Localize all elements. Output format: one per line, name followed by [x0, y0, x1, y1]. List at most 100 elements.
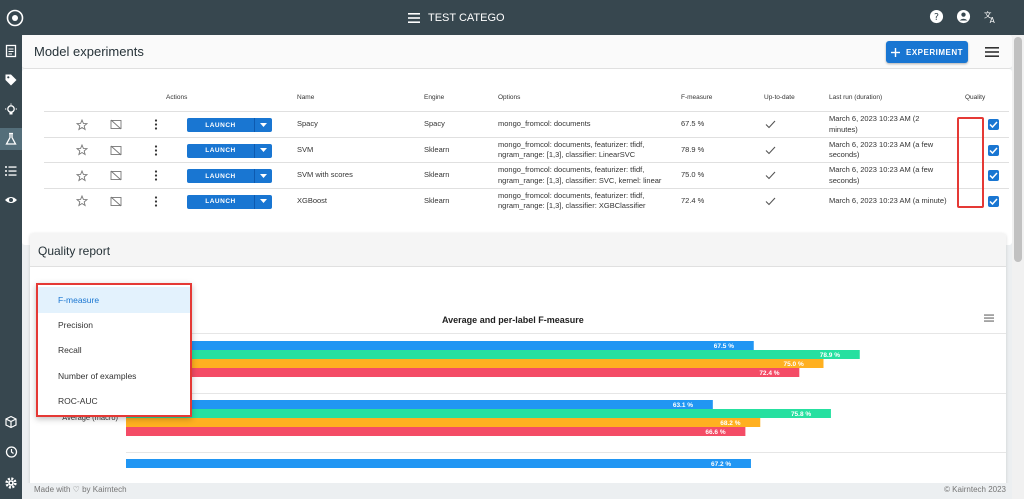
metric-option-recall[interactable]: Recall	[58, 345, 82, 355]
sidebar-review[interactable]	[0, 189, 22, 211]
help-icon[interactable]: ?	[929, 9, 944, 24]
col-options[interactable]: Options	[498, 94, 521, 101]
favorite-star-icon[interactable]	[76, 112, 88, 137]
add-experiment-button[interactable]: EXPERIMENT	[886, 41, 968, 63]
chart-bar[interactable]	[126, 350, 860, 359]
metric-option-number-of-examples[interactable]: Number of examples	[58, 371, 137, 381]
quality-checkbox[interactable]	[988, 119, 999, 130]
sidebar-experiments[interactable]	[0, 128, 22, 150]
fmeasure-bar-chart: 67.5 % 78.9 % 75.0 % 72.4 % Average (macro) 6…	[62, 333, 1006, 468]
up-to-date-check-icon	[765, 189, 776, 214]
list-icon	[5, 166, 17, 176]
row-name[interactable]: SVM	[297, 144, 314, 154]
add-experiment-label: EXPERIMENT	[905, 47, 963, 57]
chart-bar[interactable]	[126, 418, 761, 427]
row-more-options-icon[interactable]	[154, 163, 158, 188]
table-row: LAUNCH SVM Sklearn mongo_fromcol: docume…	[44, 136, 1009, 163]
main-content: Model experiments EXPERIMENT Actions Nam…	[22, 35, 1012, 483]
row-more-options-icon[interactable]	[154, 138, 158, 163]
app-logo-icon[interactable]	[6, 9, 24, 27]
launch-dropdown-icon[interactable]	[255, 148, 272, 153]
account-icon[interactable]	[956, 9, 971, 24]
table-row: LAUNCH SVM with scores Sklearn mongo_fro…	[44, 162, 1009, 187]
col-up-to-date[interactable]: Up-to-date	[764, 94, 795, 101]
row-more-options-icon[interactable]	[154, 189, 158, 214]
row-more-options-icon[interactable]	[154, 112, 158, 137]
sidebar-settings[interactable]	[0, 472, 22, 494]
row-engine: Sklearn	[424, 170, 450, 180]
sidebar-suggestions[interactable]	[0, 99, 22, 121]
hamburger-menu-icon[interactable]	[408, 12, 420, 23]
row-fmeasure: 75.0 %	[681, 170, 705, 180]
launch-button[interactable]: LAUNCH	[187, 194, 272, 209]
table-header: Actions Name Engine Options F-measure Up…	[22, 94, 1012, 110]
row-options: mongo_fromcol: documents, featurizer: tf…	[498, 190, 646, 210]
chart-bar[interactable]	[126, 409, 831, 418]
footer-copyright: © Kairntech 2023	[944, 485, 1006, 494]
lightbulb-icon	[5, 103, 17, 115]
favorite-star-icon[interactable]	[76, 163, 88, 188]
svg-text:A: A	[990, 16, 996, 24]
up-to-date-check-icon	[765, 138, 776, 163]
launch-dropdown-icon[interactable]	[255, 122, 272, 128]
launch-button[interactable]: LAUNCH	[187, 143, 272, 158]
favorite-star-icon[interactable]	[76, 189, 88, 214]
row-last-run: March 6, 2023 10:23 AM (2 minutes)	[829, 114, 920, 134]
row-name[interactable]: XGBoost	[297, 195, 328, 205]
gear-icon	[5, 477, 17, 489]
chart-data-label: 78.9 %	[820, 352, 840, 359]
launch-label: LAUNCH	[205, 147, 236, 154]
quality-checkbox[interactable]	[988, 195, 999, 207]
launch-dropdown-icon[interactable]	[255, 173, 272, 179]
quality-report-header: Quality report	[30, 233, 1006, 267]
row-name[interactable]: SVM with scores	[297, 170, 353, 180]
metric-option-precision[interactable]: Precision	[58, 320, 93, 330]
row-name[interactable]: Spacy	[297, 119, 318, 129]
footer: Made with ♡ by Kairntech © Kairntech 202…	[22, 483, 1012, 499]
col-engine[interactable]: Engine	[424, 94, 445, 101]
no-image-icon[interactable]	[110, 189, 122, 214]
metric-option-fmeasure[interactable]: F-measure	[38, 287, 190, 313]
sidebar-documents[interactable]	[0, 40, 22, 62]
sidebar-models[interactable]	[0, 411, 22, 433]
sidebar-list[interactable]	[0, 160, 22, 182]
chart-bar[interactable]	[126, 400, 713, 409]
translate-icon[interactable]: 文A	[983, 9, 998, 24]
table-row: LAUNCH XGBoost Sklearn mongo_fromcol: do…	[44, 187, 1009, 214]
quality-checkbox[interactable]	[988, 170, 999, 181]
scrollbar-thumb[interactable]	[1014, 37, 1022, 262]
metric-select-menu: F-measure Precision Recall Number of exa…	[36, 283, 192, 417]
favorite-star-icon[interactable]	[76, 138, 88, 163]
col-actions[interactable]: Actions	[166, 94, 188, 101]
sidebar-history[interactable]	[0, 441, 22, 463]
quality-checkbox[interactable]	[988, 144, 999, 156]
row-engine: Sklearn	[424, 144, 450, 154]
chart-bar[interactable]	[126, 368, 800, 377]
tag-icon	[5, 74, 17, 86]
row-options: mongo_fromcol: documents, featurizer: tf…	[498, 165, 662, 185]
sidebar-labels[interactable]	[0, 69, 22, 91]
launch-button[interactable]: LAUNCH	[187, 169, 272, 183]
page-title: Model experiments	[34, 44, 144, 59]
chart-bar[interactable]	[126, 427, 746, 436]
col-name[interactable]: Name	[297, 94, 315, 101]
chart-menu-icon[interactable]	[984, 313, 994, 323]
no-image-icon[interactable]	[110, 112, 122, 137]
metric-option-roc-auc[interactable]: ROC-AUC	[58, 396, 98, 406]
col-last-run[interactable]: Last run (duration)	[829, 94, 883, 101]
chart-bar[interactable]	[126, 341, 754, 350]
launch-button[interactable]: LAUNCH	[187, 118, 272, 132]
col-quality[interactable]: Quality	[965, 94, 986, 101]
chart-bar[interactable]	[126, 459, 751, 468]
col-fmeasure[interactable]: F-measure	[681, 94, 713, 101]
no-image-icon[interactable]	[110, 163, 122, 188]
chart-bar[interactable]	[126, 359, 824, 368]
launch-dropdown-icon[interactable]	[255, 199, 272, 204]
up-to-date-check-icon	[765, 163, 776, 188]
page-menu-icon[interactable]	[985, 45, 999, 59]
svg-text:?: ?	[934, 12, 939, 23]
no-image-icon[interactable]	[110, 138, 122, 163]
row-fmeasure: 67.5 %	[681, 119, 705, 129]
page-scrollbar[interactable]	[1012, 35, 1024, 499]
up-to-date-check-icon	[765, 112, 776, 137]
